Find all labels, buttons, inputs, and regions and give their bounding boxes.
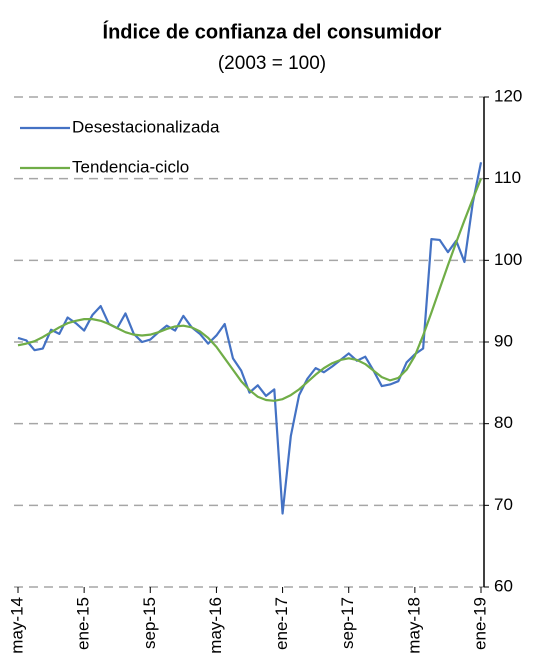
x-tick-label: sep-15 — [140, 597, 159, 649]
x-tick-label: ene-17 — [272, 597, 291, 650]
series-line — [17, 162, 483, 515]
x-tick-label: ene-19 — [470, 597, 489, 650]
legend-label: Tendencia-ciclo — [72, 157, 189, 176]
y-tick-label: 90 — [494, 331, 513, 350]
y-tick-label: 100 — [494, 250, 522, 269]
chart-title: Índice de confianza del consumidor — [103, 20, 442, 43]
legend-label: Desestacionalizada — [72, 117, 220, 136]
y-tick-label: 120 — [494, 86, 522, 105]
x-tick-label: sep-17 — [338, 597, 357, 649]
y-tick-label: 60 — [494, 576, 513, 595]
x-tick-label: may-14 — [7, 597, 26, 654]
chart-subtitle: (2003 = 100) — [218, 53, 326, 74]
x-tick-label: ene-15 — [74, 597, 93, 650]
series-line — [17, 178, 483, 402]
y-tick-label: 110 — [494, 168, 521, 187]
y-tick-label: 70 — [494, 495, 513, 514]
x-tick-label: may-18 — [404, 597, 423, 654]
x-tick-label: may-16 — [206, 597, 225, 654]
y-tick-label: 80 — [494, 413, 513, 432]
